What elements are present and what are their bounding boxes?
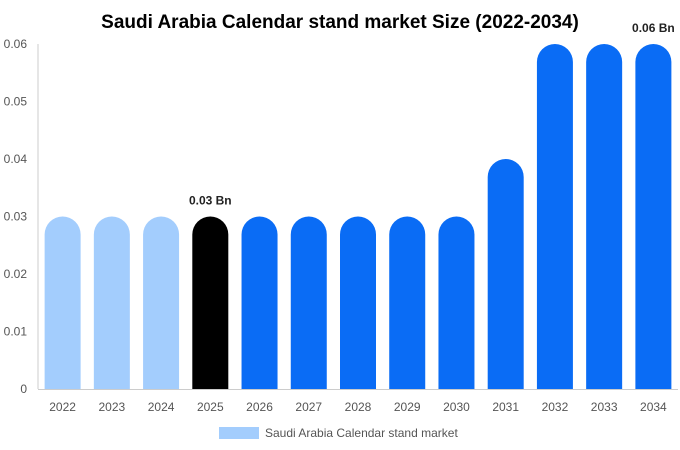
legend-swatch	[219, 427, 259, 439]
bar-2026[interactable]	[241, 216, 278, 389]
legend-label: Saudi Arabia Calendar stand market	[265, 426, 458, 440]
x-tick-label: 2026	[246, 400, 273, 414]
data-label: 0.03 Bn	[189, 194, 232, 208]
y-tick-label: 0.04	[4, 152, 28, 166]
x-tick-label: 2031	[492, 400, 519, 414]
x-tick-label: 2029	[394, 400, 421, 414]
x-axis: 2022 2023 2024 2025 2026 2027 2028 2029 2030 2031…	[38, 389, 678, 414]
y-tick-label: 0.02	[4, 267, 28, 281]
bar-2027[interactable]	[290, 216, 327, 390]
y-tick-label: 0.01	[4, 325, 28, 339]
x-tick-label: 2025	[197, 400, 224, 414]
bar-2033[interactable]	[586, 44, 623, 389]
y-axis: 0 0.01 0.02 0.03 0.04 0.05 0.06	[4, 37, 39, 396]
y-tick-label: 0	[20, 382, 27, 396]
bar-2032[interactable]	[536, 44, 573, 389]
x-tick-label: 2030	[443, 400, 470, 414]
bar-2034[interactable]	[635, 44, 672, 389]
x-tick-label: 2022	[49, 400, 76, 414]
bars-group	[44, 44, 672, 390]
x-tick-label: 2028	[345, 400, 372, 414]
chart-title: Saudi Arabia Calendar stand market Size …	[101, 12, 579, 33]
data-labels-group: 0.03 Bn 0.06 Bn	[189, 21, 675, 208]
y-tick-label: 0.03	[4, 210, 28, 224]
x-tick-label: 2027	[295, 400, 322, 414]
x-tick-label: 2023	[98, 400, 125, 414]
bar-2029[interactable]	[389, 216, 426, 390]
bar-2030[interactable]	[438, 216, 475, 390]
x-tick-label: 2034	[640, 400, 667, 414]
bar-2031[interactable]	[487, 159, 524, 389]
y-tick-label: 0.05	[4, 95, 28, 109]
bar-2028[interactable]	[340, 216, 376, 390]
y-tick-label: 0.06	[4, 37, 28, 51]
x-tick-label: 2032	[542, 400, 569, 414]
bar-2024[interactable]	[143, 216, 180, 390]
x-tick-label: 2033	[591, 400, 618, 414]
x-tick-label: 2024	[148, 400, 175, 414]
legend[interactable]: Saudi Arabia Calendar stand market	[219, 426, 458, 440]
bar-2023[interactable]	[93, 216, 130, 390]
bar-2025[interactable]	[192, 216, 229, 390]
data-label: 0.06 Bn	[632, 21, 675, 35]
bar-2022[interactable]	[44, 216, 81, 389]
